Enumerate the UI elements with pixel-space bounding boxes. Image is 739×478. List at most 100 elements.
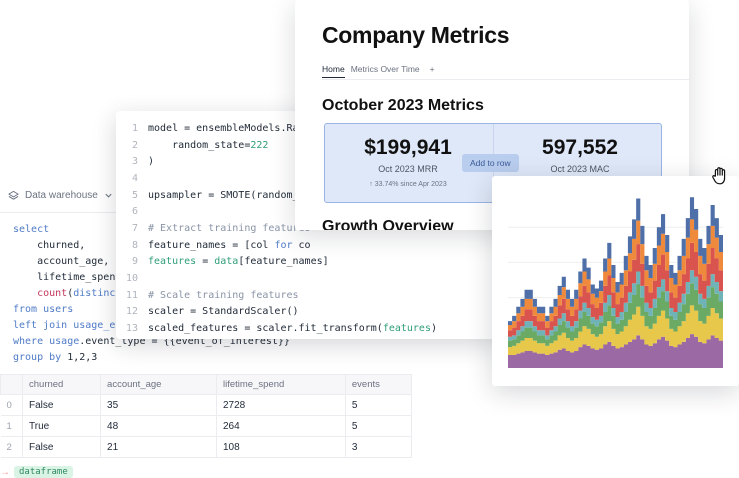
code-line: 6 [116, 203, 502, 220]
stacked-area-chart [508, 197, 723, 368]
kpi-mac: 597,552 Oct 2023 MAC [515, 136, 645, 174]
row-index: 1 [0, 415, 23, 437]
line-content: # Extract training features [148, 223, 311, 234]
code-line: churned, [13, 238, 290, 254]
line-number: 4 [131, 172, 138, 184]
table-cell: 48 [100, 415, 217, 437]
code-token: upsampler = SMOTE(random_st [148, 189, 311, 201]
hand-cursor-icon [712, 167, 726, 185]
divider [322, 79, 689, 80]
line-content: model = ensembleModels.Rand [148, 123, 311, 134]
line-number: 7 [131, 222, 138, 234]
code-line: 2 random_state=222 [116, 137, 502, 154]
row-index: 2 [0, 436, 23, 458]
table-cell: 5 [345, 415, 413, 437]
code-token: # Scale training features [148, 289, 299, 301]
kpi-label: Oct 2023 MRR [378, 164, 438, 174]
dataframe-badge: dataframe [14, 466, 73, 478]
code-line: 10 [116, 270, 502, 287]
table-header-row: churned account_age lifetime_spend event… [0, 374, 413, 395]
code-token: count [37, 288, 68, 299]
line-content: scaler = StandardScaler() [148, 306, 299, 317]
code-token: ) [148, 156, 155, 168]
kpi-mrr: $199,941 Oct 2023 MRR ↑ 33.74% since Apr… [343, 136, 473, 188]
sql-query-editor[interactable]: select churned, account_age, lifetime_sp… [13, 222, 290, 366]
section-title: October 2023 Metrics [322, 97, 484, 114]
code-token: features [148, 256, 197, 268]
column-header[interactable]: account_age [100, 374, 217, 395]
index-header [0, 374, 23, 395]
code-token: model = ensembleModels.Rand [148, 122, 311, 134]
line-content: # Scale training features [148, 290, 299, 301]
code-line: 12 scaler = StandardScaler() [116, 304, 502, 321]
code-token: ) [430, 323, 438, 335]
code-token: users [37, 304, 74, 315]
table-cell: 3 [345, 436, 413, 458]
line-number: 2 [131, 139, 138, 151]
code-token: account_age, [13, 256, 110, 267]
code-token: scaled_features = scaler.fit_transform( [148, 323, 383, 335]
code-line: 11 # Scale training features [116, 287, 502, 304]
table-cell: 264 [216, 415, 346, 437]
line-content: scaled_features = scaler.fit_transform(f… [148, 323, 437, 334]
code-line: lifetime_spend, [13, 270, 290, 286]
code-line: 14 [116, 337, 502, 339]
chevron-down-icon [105, 193, 112, 198]
line-number: 1 [131, 122, 138, 134]
code-token: # Extract training features [148, 222, 311, 234]
code-token: select [13, 224, 50, 235]
code-line: from users [13, 302, 290, 318]
code-token: 1,2,3 [61, 352, 98, 363]
code-token [13, 288, 37, 299]
code-line: where usage.event_type = {{event_of_inte… [13, 334, 290, 350]
section-title: Growth Overview [322, 218, 454, 230]
arrow-icon: → [0, 466, 10, 478]
tab-home[interactable]: Home [322, 64, 345, 78]
code-token: 222 [250, 139, 269, 151]
code-token: data [214, 256, 239, 268]
table-cell: 108 [216, 436, 346, 458]
code-token: features [382, 323, 431, 335]
code-token: left join [13, 320, 68, 331]
page-title: Company Metrics [322, 22, 510, 48]
line-number: 11 [125, 289, 138, 301]
row-index: 0 [0, 394, 23, 416]
table-cell: False [22, 394, 102, 416]
chart-card[interactable] [492, 176, 739, 386]
code-line: group by 1,2,3 [13, 350, 290, 366]
data-source-selector[interactable]: Data warehouse [8, 190, 113, 201]
database-icon [8, 190, 19, 200]
line-number: 3 [131, 156, 138, 168]
kpi-value: $199,941 [364, 136, 452, 159]
output-variable[interactable]: → dataframe [0, 466, 73, 478]
code-line: 5 upsampler = SMOTE(random_st [116, 187, 502, 204]
area-series-3 [508, 270, 723, 341]
code-line: 4 [116, 170, 502, 187]
column-header[interactable]: lifetime_spend [216, 374, 346, 395]
table-cell: False [22, 436, 102, 458]
line-number: 6 [131, 206, 138, 218]
add-to-row-button[interactable]: Add to row [462, 154, 519, 172]
column-header[interactable]: events [344, 374, 413, 395]
area-series-2 [508, 283, 723, 348]
code-line: 13 scaled_features = scaler.fit_transform… [116, 320, 502, 337]
kpi-label: Oct 2023 MAC [550, 164, 610, 174]
line-number: 13 [125, 323, 138, 335]
code-token: random_state= [148, 139, 251, 151]
code-token: churned, [13, 240, 86, 251]
tab-metrics-over-time[interactable]: Metrics Over Time [350, 64, 420, 74]
code-editor[interactable]: 1 model = ensembleModels.Rand 2 random_sta… [116, 120, 502, 339]
code-line: left join usage_eve [13, 318, 290, 334]
line-content: ) [148, 156, 154, 167]
line-content: feature_names = [col for co [148, 240, 311, 251]
code-line: 1 model = ensembleModels.Rand [116, 120, 502, 137]
table-cell: 2728 [216, 394, 346, 416]
table-row: 1 True 48 264 5 [0, 415, 413, 437]
add-tab-button[interactable]: + [429, 64, 435, 74]
column-header[interactable]: churned [21, 374, 102, 395]
code-line: 8 feature_names = [col for co [116, 237, 502, 254]
result-table: churned account_age lifetime_spend event… [0, 374, 413, 458]
line-content: random_state=222 [148, 140, 268, 151]
table-row: 2 False 21 108 3 [0, 436, 413, 458]
code-token: group by [13, 352, 62, 363]
